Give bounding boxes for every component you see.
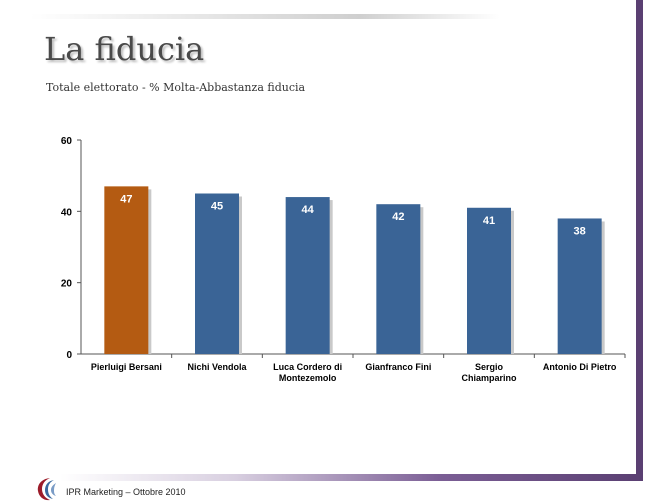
bar-value-label: 41 [483,215,495,227]
footer: IPR Marketing – Ottobre 2010 [34,476,234,502]
bar [285,197,330,354]
top-rule [30,14,500,19]
x-category-label: Nichi Vendola [187,362,247,372]
x-category-label: Pierluigi Bersani [91,362,162,372]
bar-value-label: 42 [392,211,404,223]
right-frame-bar [636,0,643,480]
bar [376,204,421,354]
bar-value-label: 47 [120,193,132,205]
x-category-label: Sergio Chiamparino [461,362,517,383]
x-category-label: Luca Cordero di Montezemolo [273,362,342,383]
bar [467,207,511,354]
bar-value-label: 38 [574,225,586,237]
slide-subtitle: Totale elettorato - % Molta-Abbastanza f… [46,81,306,94]
footer-credit: IPR Marketing – Ottobre 2010 [66,487,186,497]
y-tick-label: 40 [61,207,73,218]
ipr-logo-icon [37,478,56,501]
x-category-label: Gianfranco Fini [365,362,431,372]
y-tick-label: 60 [61,136,73,147]
y-tick-label: 20 [61,279,73,290]
bar-value-label: 44 [302,204,315,216]
y-tick-label: 0 [66,350,72,361]
x-category-label: Antonio Di Pietro [543,362,617,372]
bar-value-label: 45 [211,201,223,213]
bar [104,186,149,354]
bar [557,218,602,354]
bottom-frame-bar [60,474,643,481]
slide-title: La fiducia [44,30,205,68]
bar [195,193,239,354]
